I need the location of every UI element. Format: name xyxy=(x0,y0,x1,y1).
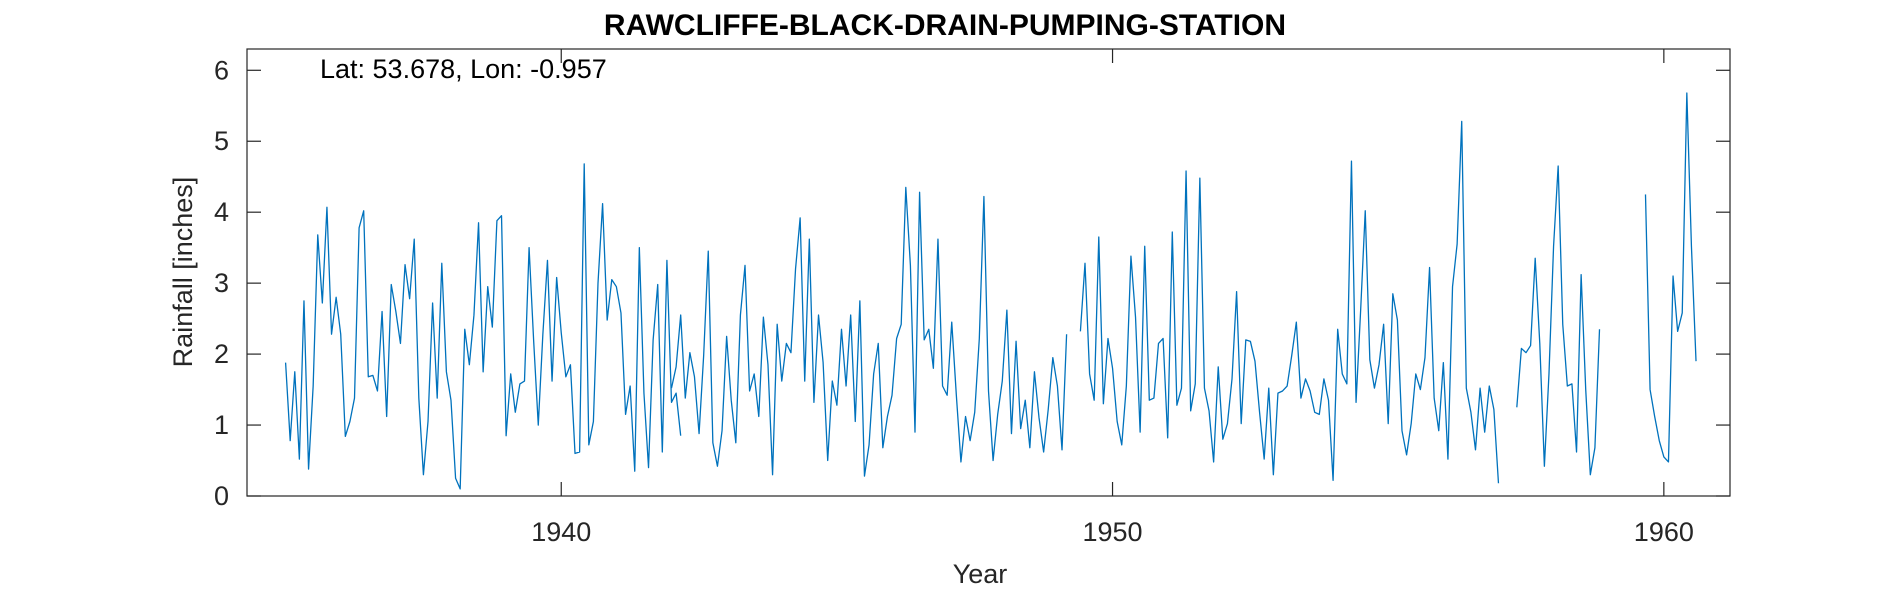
plot-area-frame xyxy=(246,48,1731,497)
y-tick-label: 5 xyxy=(214,126,229,156)
y-tick-label: 3 xyxy=(214,268,229,298)
x-axis-label: Year xyxy=(953,559,1008,589)
x-axis: 1940 1950 1960 xyxy=(531,49,1694,547)
y-axis: 0 1 2 3 4 5 6 xyxy=(214,55,1730,511)
y-axis-label: Rainfall [inches] xyxy=(168,177,198,368)
rainfall-line-segment-1 xyxy=(284,163,682,490)
x-tick-label: 1960 xyxy=(1634,517,1694,547)
x-tick-label: 1940 xyxy=(531,517,591,547)
location-annotation: Lat: 53.678, Lon: -0.957 xyxy=(320,54,607,84)
y-tick-label: 6 xyxy=(214,55,229,85)
y-tick-label: 0 xyxy=(214,481,229,511)
chart-title: RAWCLIFFE-BLACK-DRAIN-PUMPING-STATION xyxy=(604,9,1286,42)
x-tick-label: 1950 xyxy=(1083,517,1143,547)
rainfall-line-segment-5 xyxy=(1644,92,1697,463)
y-tick-label: 2 xyxy=(214,339,229,369)
y-tick-label: 4 xyxy=(214,197,229,227)
rainfall-line-segment-4 xyxy=(1516,165,1601,476)
rainfall-line-segment-3 xyxy=(1079,120,1500,484)
rainfall-series xyxy=(284,92,1697,490)
y-tick-label: 1 xyxy=(214,410,229,440)
rainfall-line-segment-2 xyxy=(670,186,1068,477)
